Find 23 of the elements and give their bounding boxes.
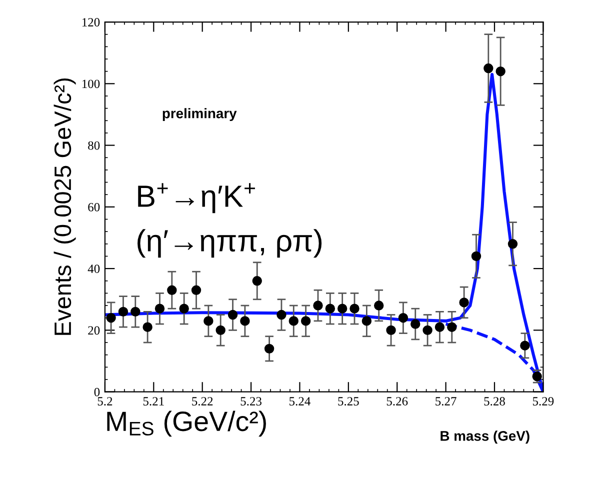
annotation: preliminary	[162, 108, 237, 122]
text: B mass (GeV)	[440, 430, 530, 444]
y-tick-label: 60	[88, 202, 100, 212]
x-tick-label: 5.2	[98, 397, 112, 406]
y-tick-label: 40	[88, 264, 100, 274]
x-tick-label: 5.22	[192, 397, 213, 406]
x-tick-label: 5.24	[290, 397, 310, 406]
y-tick-label: 0	[94, 388, 100, 396]
x-axis-title: M$_{ES}$ (GeV/c²)	[107, 410, 266, 437]
x-tick-label: 5.29	[532, 397, 554, 406]
x-tick-label: 5.28	[484, 397, 505, 406]
x-tick-label: 5.27	[436, 397, 456, 406]
y-axis-title: Events / (0.0025 GeV/c²)	[54, 78, 76, 335]
annotation: B$^{+}$→η′K$^{+}$	[138, 183, 255, 214]
y-tick-label: 80	[88, 141, 100, 150]
x-tick-label: 5.21	[143, 397, 164, 406]
y-tick-label: 100	[82, 80, 100, 88]
y-tick-label: 20	[88, 326, 100, 335]
annotation: (η′→ηππ, ρπ)	[138, 229, 322, 258]
x-tick-label: 5.23	[240, 397, 262, 406]
x-tick-label: 5.25	[338, 397, 359, 406]
y-tick-label: 120	[82, 18, 100, 26]
x-tick-label: 5.26	[386, 397, 408, 406]
